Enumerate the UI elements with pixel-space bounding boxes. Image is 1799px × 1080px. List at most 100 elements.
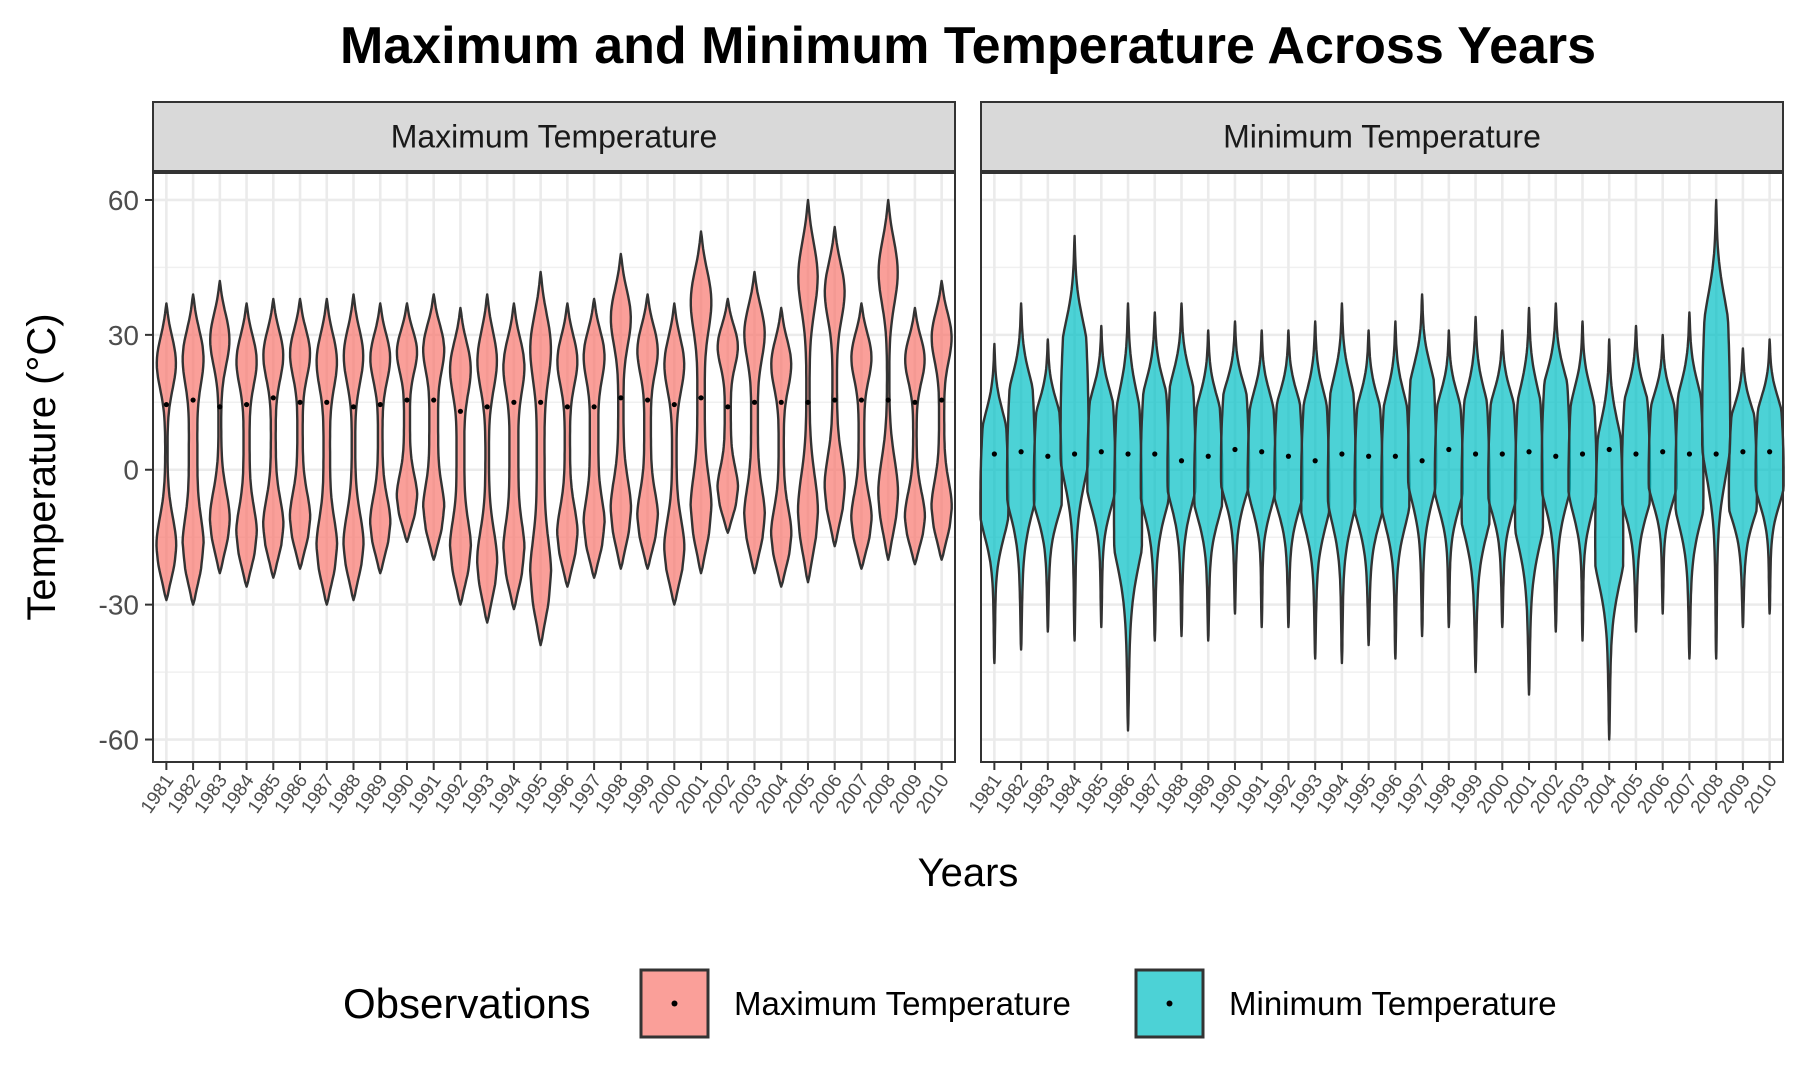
violin-1989 — [369, 302, 392, 575]
legend-label: Minimum Temperature — [1229, 985, 1557, 1022]
violin-2010 — [930, 279, 953, 561]
median-point-1982 — [1018, 449, 1024, 455]
panel-border — [980, 172, 1784, 763]
median-point-1984 — [1071, 451, 1078, 457]
chart-title: Maximum and Minimum Temperature Across Y… — [340, 17, 1596, 75]
y-tick-label: -60 — [99, 725, 139, 756]
violin-1981 — [979, 342, 1010, 665]
legend-title: Observations — [343, 980, 590, 1027]
legend-key-point — [671, 1000, 678, 1007]
violin-1995 — [529, 270, 553, 647]
y-tick-label: -30 — [99, 590, 139, 621]
facet-panels: Maximum Temperature -60 -30 0 30 60 1981198219… — [99, 101, 1785, 818]
violin-1991 — [1246, 329, 1277, 629]
panel-minimum: Minimum Temperature 198119821983198419851… — [965, 101, 1785, 818]
facet-strip-label: Minimum Temperature — [1223, 119, 1541, 155]
violin-1996 — [1380, 320, 1411, 660]
violin-2007 — [1674, 311, 1705, 660]
violin-1987 — [1139, 311, 1170, 642]
median-point-2001 — [1526, 449, 1532, 455]
violin-2003 — [1567, 320, 1598, 642]
median-point-2003 — [1579, 451, 1586, 457]
median-point-2001 — [698, 395, 704, 401]
facet-strip-label: Maximum Temperature — [391, 119, 718, 155]
legend-label: Maximum Temperature — [734, 985, 1071, 1022]
median-point-1999 — [1472, 451, 1479, 457]
violin-1989 — [1193, 329, 1224, 642]
median-point-1991 — [431, 397, 437, 403]
median-point-2008 — [1713, 451, 1719, 457]
violin-1993 — [476, 293, 499, 624]
facet-strip — [152, 101, 956, 172]
median-point-1994 — [1339, 451, 1345, 457]
violin-2003 — [743, 270, 766, 575]
violin-2000 — [1487, 329, 1518, 629]
violin-1999 — [636, 293, 660, 570]
median-point-1986 — [297, 399, 303, 405]
median-point-1984 — [243, 401, 250, 408]
violin-1992 — [448, 306, 473, 606]
violin-2001 — [1513, 306, 1545, 696]
median-point-1985 — [1098, 449, 1104, 455]
median-point-2002 — [1553, 453, 1559, 459]
median-point-1995 — [538, 399, 544, 405]
median-point-1992 — [457, 408, 464, 414]
median-point-2009 — [1740, 449, 1746, 455]
violin-1993 — [1300, 320, 1331, 660]
median-point-1988 — [350, 404, 357, 410]
median-point-1989 — [1205, 453, 1211, 459]
violin-1988 — [1166, 302, 1197, 638]
violin-2010 — [1754, 338, 1785, 615]
violin-1990 — [395, 302, 419, 543]
legend-key — [639, 968, 710, 1039]
violin-1986 — [1112, 302, 1144, 732]
median-point-1988 — [1178, 458, 1185, 464]
violin-1985 — [1086, 324, 1117, 629]
median-point-1997 — [1419, 458, 1425, 464]
violin-1984 — [235, 302, 258, 588]
median-point-1994 — [511, 399, 517, 405]
median-point-2009 — [912, 399, 918, 405]
violin-1983 — [1032, 338, 1063, 633]
violins — [979, 198, 1785, 741]
violin-1984 — [1059, 234, 1090, 642]
median-point-2000 — [671, 401, 677, 408]
violin-1985 — [262, 297, 285, 579]
violin-1982 — [1005, 302, 1037, 651]
median-point-1996 — [564, 404, 570, 410]
violin-2005 — [796, 198, 820, 584]
violin-1995 — [1353, 329, 1384, 647]
median-point-1991 — [1259, 449, 1265, 455]
violin-1997 — [582, 297, 606, 579]
median-point-1998 — [1446, 446, 1452, 453]
median-point-1983 — [1045, 453, 1051, 459]
violin-1998 — [1433, 329, 1464, 629]
median-point-1999 — [644, 397, 651, 403]
median-point-1986 — [1125, 451, 1131, 457]
median-point-1990 — [404, 397, 410, 403]
x-axis-title: Years — [918, 851, 1019, 895]
violin-2000 — [663, 302, 686, 606]
median-point-1985 — [270, 395, 276, 401]
median-point-2005 — [1633, 451, 1639, 457]
median-point-2004 — [1606, 446, 1612, 453]
facet-strip — [980, 101, 1784, 172]
legend-key-point — [1166, 1000, 1173, 1007]
median-point-1983 — [217, 404, 223, 410]
violin-1996 — [556, 302, 579, 588]
median-point-1997 — [591, 404, 597, 410]
median-point-1998 — [618, 395, 624, 401]
median-point-2002 — [725, 404, 731, 410]
median-point-2007 — [858, 397, 865, 403]
y-tick-label: 0 — [123, 455, 139, 486]
y-axis: -60 -30 0 30 60 — [99, 185, 153, 756]
panel-border — [152, 172, 956, 763]
median-point-1989 — [377, 401, 383, 408]
median-point-1987 — [324, 399, 330, 405]
violin-1992 — [1273, 329, 1304, 629]
violin-1981 — [155, 302, 178, 602]
violin-1997 — [1406, 293, 1438, 638]
median-point-2010 — [1767, 449, 1773, 455]
median-point-1995 — [1366, 453, 1372, 459]
